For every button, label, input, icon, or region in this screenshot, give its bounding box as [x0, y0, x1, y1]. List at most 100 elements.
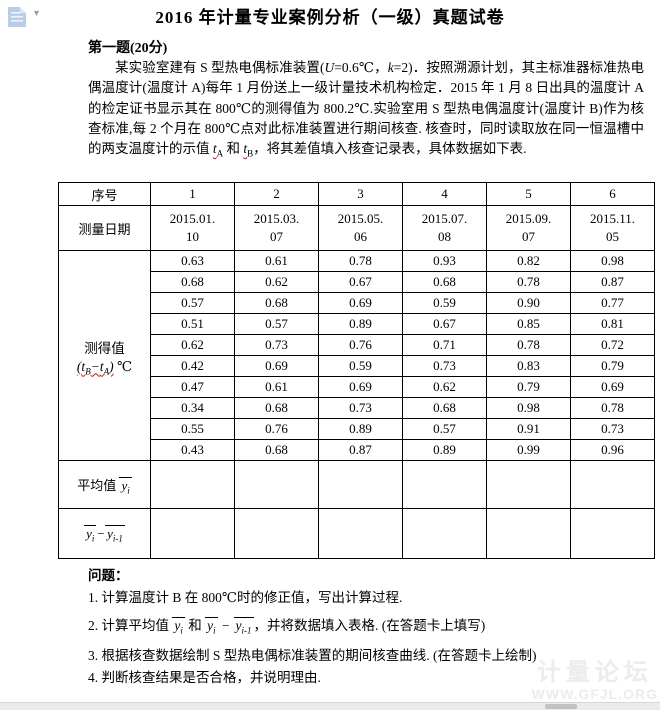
value-cell: 0.55	[150, 418, 235, 440]
question-1: 1. 计算温度计 B 在 800℃时的修正值，写出计算过程.	[88, 590, 403, 605]
question-2: 2. 计算平均值 yi 和 yi − yi-1 ，并将数据填入表格. (在答题卡上…	[88, 617, 486, 636]
value-cell: 0.57	[150, 292, 235, 314]
problem-paragraph: 某实验室建有 S 型热电偶标准装置(U=0.6℃，k=2)．按照溯源计划，其主标…	[88, 58, 644, 159]
value-cell: 0.34	[150, 397, 235, 419]
value-cell: 0.68	[150, 271, 235, 293]
value-cell: 0.90	[486, 292, 571, 314]
para-text: =0.6℃，	[334, 60, 388, 75]
value-cell: 0.68	[234, 292, 319, 314]
value-cell: 0.76	[234, 418, 319, 440]
value-cell: 0.59	[318, 355, 403, 377]
value-cell: 0.81	[570, 313, 655, 335]
average-label: 平均值	[77, 478, 117, 493]
value-cell: 0.73	[402, 355, 487, 377]
value-cell: 0.73	[570, 418, 655, 440]
dropdown-caret-icon[interactable]: ▾	[34, 8, 40, 19]
table-row: 0.55 0.76 0.89 0.57 0.91 0.73	[59, 418, 655, 440]
value-cell: 0.69	[570, 376, 655, 398]
value-cell: 0.99	[486, 439, 571, 461]
value-cell: 0.89	[318, 313, 403, 335]
date-label-cell: 测量日期	[58, 205, 151, 251]
question-4: 4. 判断核查结果是否合格，并说明理由.	[88, 670, 321, 685]
table-row: 0.62 0.73 0.76 0.71 0.78 0.72	[59, 334, 655, 356]
value-cell: 0.77	[570, 292, 655, 314]
index-cell: 5	[486, 182, 571, 206]
index-cell: 3	[318, 182, 403, 206]
value-cell: 0.73	[234, 334, 319, 356]
horizontal-scrollbar[interactable]	[0, 702, 660, 710]
t-b-symbol: tB	[243, 141, 254, 159]
table-row-dates: 测量日期 2015.01. 10 2015.03. 07 2015.05. 06 20…	[58, 205, 655, 251]
difference-value-cell	[486, 508, 571, 559]
date-cell: 2015.03. 07	[234, 205, 319, 251]
y-bar-i-symbol: yi	[84, 525, 97, 544]
average-value-cell	[402, 460, 487, 509]
measured-value-label-cell: 测得值 (tB−tA) ℃	[58, 250, 151, 461]
value-cell: 0.68	[234, 397, 319, 419]
difference-value-cell	[234, 508, 319, 559]
coverage-factor-symbol: k	[387, 60, 394, 75]
value-cell: 0.87	[318, 439, 403, 461]
value-cell: 0.62	[402, 376, 487, 398]
value-cell: 0.62	[234, 271, 319, 293]
value-cell: 0.63	[150, 250, 235, 272]
value-cell: 0.98	[570, 250, 655, 272]
value-cell: 0.73	[318, 397, 403, 419]
date-cell: 2015.11. 05	[570, 205, 655, 251]
difference-label-cell: yi − yi-1	[58, 508, 151, 559]
para-text: ，将其差值填入核查记录表，具体数据如下表.	[253, 141, 527, 157]
value-cell: 0.69	[318, 292, 403, 314]
table-row-average: 平均值 yi	[58, 460, 655, 509]
index-cell: 2	[234, 182, 319, 206]
value-cell: 0.68	[234, 439, 319, 461]
difference-value-cell	[402, 508, 487, 559]
index-cell: 1	[150, 182, 235, 206]
measured-value-formula: (tB−tA) ℃	[76, 358, 133, 377]
questions-block: 问题： 1. 计算温度计 B 在 800℃时的修正值，写出计算过程. 2. 计算…	[88, 566, 648, 688]
value-cell: 0.57	[402, 418, 487, 440]
section-heading: 第一题(20分)	[88, 41, 168, 56]
questions-label: 问题：	[88, 568, 129, 583]
value-cell: 0.47	[150, 376, 235, 398]
value-cell: 0.78	[486, 271, 571, 293]
value-cell: 0.78	[318, 250, 403, 272]
difference-value-cell	[570, 508, 655, 559]
average-value-cell	[486, 460, 571, 509]
value-cell: 0.59	[402, 292, 487, 314]
value-cell: 0.67	[402, 313, 487, 335]
value-cell: 0.98	[486, 397, 571, 419]
value-cell: 0.68	[402, 271, 487, 293]
average-value-cell	[150, 460, 235, 509]
value-cell: 0.67	[318, 271, 403, 293]
scrollbar-thumb[interactable]	[545, 704, 577, 709]
index-cell: 4	[402, 182, 487, 206]
para-text: 和	[223, 141, 244, 157]
document-icon-group[interactable]: ▾	[7, 6, 39, 28]
index-cell: 6	[570, 182, 655, 206]
difference-value-cell	[150, 508, 235, 559]
average-label-cell: 平均值 yi	[58, 460, 151, 509]
value-cell: 0.89	[318, 418, 403, 440]
document-icon[interactable]	[7, 6, 27, 28]
table-row-difference: yi − yi-1	[58, 508, 655, 559]
y-bar-i-1-symbol: yi-1	[233, 617, 254, 636]
average-value-cell	[234, 460, 319, 509]
value-cell: 0.69	[234, 355, 319, 377]
y-bar-i-symbol: yi	[172, 617, 185, 636]
t-a-symbol: tA	[212, 141, 224, 159]
para-text: 某实验室建有 S 型热电偶标准装置(	[115, 60, 325, 75]
value-cell: 0.93	[402, 250, 487, 272]
table-row: 0.47 0.61 0.69 0.62 0.79 0.69	[59, 376, 655, 398]
value-cell: 0.89	[402, 439, 487, 461]
date-cell: 2015.09. 07	[486, 205, 571, 251]
value-cell: 0.78	[486, 334, 571, 356]
y-bar-i-symbol: yi	[205, 617, 218, 636]
table-row: 0.57 0.68 0.69 0.59 0.90 0.77	[59, 292, 655, 314]
minus-sign: −	[96, 526, 106, 541]
value-cell: 0.85	[486, 313, 571, 335]
date-cell: 2015.05. 06	[318, 205, 403, 251]
value-cell: 0.87	[570, 271, 655, 293]
